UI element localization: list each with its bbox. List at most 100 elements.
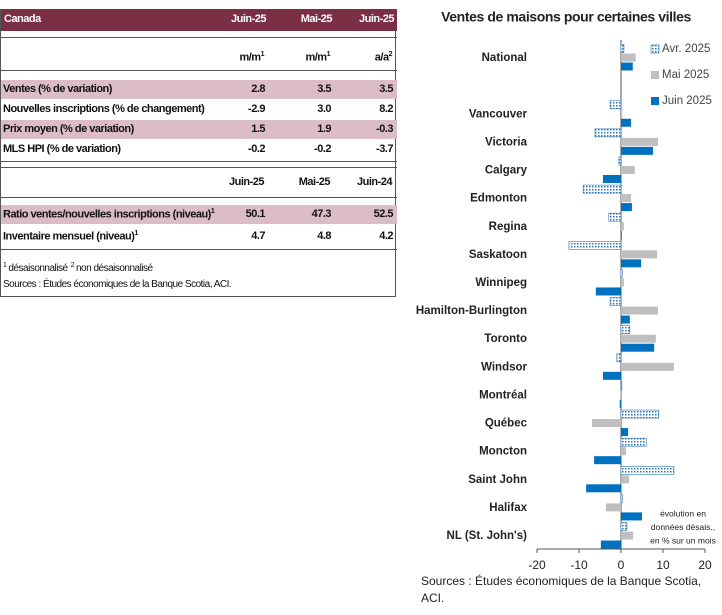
bar	[620, 269, 623, 278]
bar	[620, 325, 631, 335]
row-text: Prix moyen (% de variation)	[3, 123, 134, 135]
category-label: Regina	[489, 221, 528, 233]
header-cell: Mai-25	[298, 176, 331, 188]
category-label: Saint John	[468, 474, 527, 486]
unit-cell: a/a2	[375, 51, 393, 64]
bar	[621, 343, 655, 352]
x-tick-label: -20	[528, 558, 546, 572]
separator	[1, 37, 397, 38]
bar	[600, 540, 621, 549]
footnote-mark: 2	[70, 262, 75, 269]
bar	[621, 531, 634, 540]
footnote-mark: 1	[134, 230, 138, 237]
bar	[621, 231, 622, 240]
separator	[1, 197, 397, 198]
row-label: MLS HPI (% de variation)	[3, 143, 121, 155]
row-text: Ventes (% de variation)	[3, 83, 112, 95]
footnote-mark: 1	[210, 208, 215, 215]
x-tick-label: -10	[570, 558, 588, 572]
table-row: Ratio ventes/nouvelles inscriptions (niv…	[1, 205, 397, 224]
bar	[592, 419, 621, 428]
bar	[621, 118, 632, 127]
bar	[621, 109, 623, 118]
bar	[608, 212, 622, 222]
bar	[620, 522, 628, 531]
bar	[620, 390, 621, 399]
cell-value: 2.8	[251, 83, 265, 95]
chart: Ventes de maisons pour certaines villes …	[416, 9, 716, 572]
header-cell: Juin-24	[356, 176, 393, 188]
bar	[621, 137, 658, 146]
bar	[621, 362, 674, 371]
bar	[620, 437, 647, 447]
unit: m/m	[239, 51, 261, 64]
row-label: Ratio ventes/nouvelles inscriptions (niv…	[3, 208, 215, 221]
separator	[1, 70, 397, 71]
bar	[620, 494, 623, 503]
bar	[619, 399, 621, 408]
row-text: Ratio ventes/nouvelles inscriptions (niv…	[3, 208, 211, 221]
bar	[621, 62, 633, 71]
header-cell: Canada	[4, 13, 41, 25]
bar	[594, 456, 621, 465]
cell-value: 50.1	[245, 208, 266, 220]
bar	[586, 484, 621, 493]
data-table: Canada Juin-25 Mai-25 Juin-25 m/m1 m/m1 a/a2 Ve…	[0, 9, 397, 297]
bar	[621, 203, 632, 212]
category-label: Windsor	[481, 361, 527, 373]
category-label: National	[482, 52, 527, 64]
row-text: MLS HPI (% de variation)	[3, 143, 121, 155]
bar	[621, 250, 658, 259]
table-source: Sources : Études économiques de la Banqu…	[3, 279, 232, 290]
bar	[582, 184, 622, 194]
category-label: Hamilton-Burlington	[416, 305, 527, 317]
bar	[605, 503, 621, 512]
bar	[621, 222, 624, 231]
cell-value: -0.2	[248, 143, 265, 155]
separator	[1, 161, 397, 162]
bar	[595, 287, 621, 296]
bar	[621, 334, 656, 343]
table-row: Nouvelles inscriptions (% de changement)…	[1, 100, 397, 119]
footnote-mark: 2	[388, 51, 393, 58]
cell-value: 4.7	[251, 230, 265, 242]
bar	[594, 128, 622, 138]
category-label: Toronto	[484, 333, 527, 345]
header-cell: Juin-25	[230, 13, 267, 25]
table-row: Inventaire mensuel (niveau)1 4.7 4.8 4.2	[1, 227, 397, 246]
category-label: Halifax	[489, 502, 527, 514]
x-tick-label: 10	[656, 558, 670, 572]
cell-value: 4.8	[317, 230, 331, 242]
chart-source: Sources : Études économiques de la Banqu…	[421, 574, 702, 605]
footnote-text: désaisonnalisé	[8, 263, 68, 275]
legend-label: Juin 2025	[662, 95, 712, 107]
header-cell: Mai-25	[300, 13, 333, 25]
footnote-text: non désaisonnalisé	[75, 263, 153, 275]
bar	[621, 53, 636, 62]
bar	[609, 100, 622, 110]
separator	[1, 167, 397, 168]
row-text: Inventaire mensuel (niveau)	[3, 230, 135, 243]
x-tick-label: 0	[618, 558, 625, 572]
bar	[621, 475, 629, 484]
bar	[621, 194, 632, 203]
cell-value: 3.5	[317, 83, 331, 95]
separator	[1, 249, 397, 250]
bar	[620, 409, 660, 419]
footnote-mark: 1	[260, 51, 265, 58]
category-label: NL (St. John's)	[447, 530, 528, 542]
unit-cell: m/m1	[305, 51, 330, 64]
category-label: Vancouver	[469, 108, 528, 120]
bar	[621, 278, 624, 287]
header-row: Canada Juin-25 Mai-25 Juin-25	[1, 9, 397, 31]
category-label: Saskatoon	[469, 249, 527, 261]
cell-value: 3.0	[317, 103, 331, 115]
legend-label: Mai 2025	[662, 69, 709, 81]
header-cell: Juin-25	[358, 13, 395, 25]
cell-value: 52.5	[373, 208, 394, 220]
table-row: Prix moyen (% de variation) 1.5 1.9 -0.3	[1, 120, 397, 139]
table-row: MLS HPI (% de variation) -0.2 -0.2 -3.7	[1, 140, 397, 159]
cell-value: 8.2	[379, 103, 393, 115]
unit: m/m	[305, 51, 327, 64]
